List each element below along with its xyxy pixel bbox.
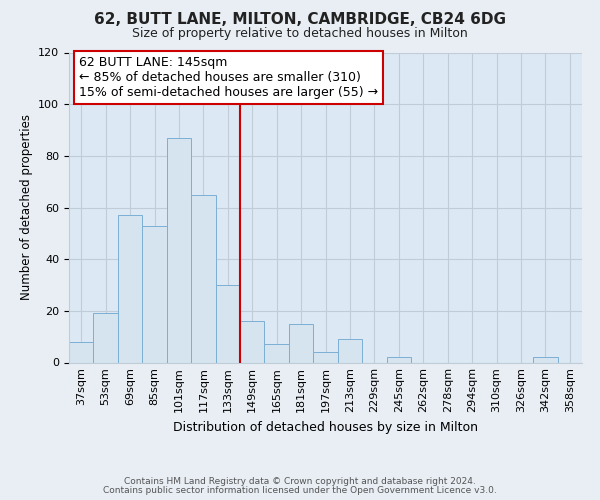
- Text: 62, BUTT LANE, MILTON, CAMBRIDGE, CB24 6DG: 62, BUTT LANE, MILTON, CAMBRIDGE, CB24 6…: [94, 12, 506, 28]
- Text: Contains HM Land Registry data © Crown copyright and database right 2024.: Contains HM Land Registry data © Crown c…: [124, 477, 476, 486]
- Bar: [338, 339, 362, 362]
- Text: 62 BUTT LANE: 145sqm
← 85% of detached houses are smaller (310)
15% of semi-deta: 62 BUTT LANE: 145sqm ← 85% of detached h…: [79, 56, 379, 98]
- Bar: [191, 194, 215, 362]
- Bar: [167, 138, 191, 362]
- Bar: [313, 352, 338, 362]
- Bar: [94, 314, 118, 362]
- Text: Contains public sector information licensed under the Open Government Licence v3: Contains public sector information licen…: [103, 486, 497, 495]
- Text: Size of property relative to detached houses in Milton: Size of property relative to detached ho…: [132, 28, 468, 40]
- Bar: [533, 358, 557, 362]
- Bar: [265, 344, 289, 362]
- Y-axis label: Number of detached properties: Number of detached properties: [20, 114, 32, 300]
- Bar: [240, 321, 265, 362]
- Bar: [215, 285, 240, 362]
- X-axis label: Distribution of detached houses by size in Milton: Distribution of detached houses by size …: [173, 421, 478, 434]
- Bar: [142, 226, 167, 362]
- Bar: [289, 324, 313, 362]
- Bar: [386, 358, 411, 362]
- Bar: [118, 215, 142, 362]
- Bar: [69, 342, 94, 362]
